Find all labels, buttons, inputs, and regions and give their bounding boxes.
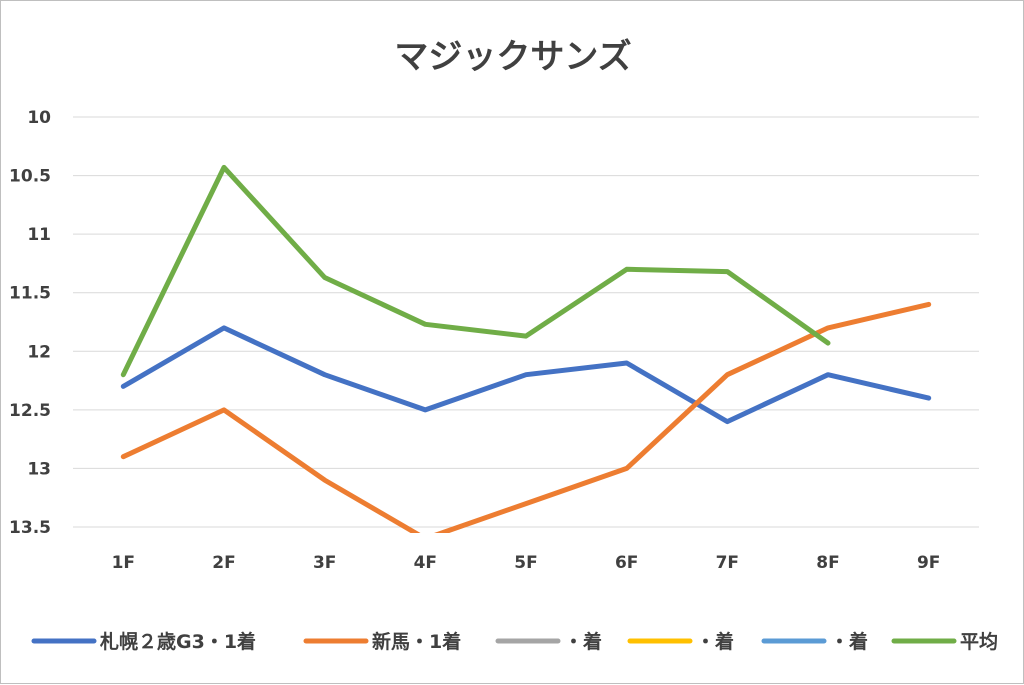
legend-item: ・着 <box>761 630 868 653</box>
y-tick-label: 11 <box>27 225 51 245</box>
x-tick-label: 1F <box>112 553 135 573</box>
y-tick-label: 10 <box>27 108 51 128</box>
series-lines <box>120 164 932 533</box>
legend-label: ・着 <box>830 630 868 653</box>
legend-label: ・着 <box>696 630 734 653</box>
legend-label: 札幌２歳G3・1着 <box>99 630 256 653</box>
legend-label: 新馬・1着 <box>372 630 461 653</box>
x-axis-tick-labels: 1F 2F 3F 4F 5F 6F 7F 8F 9F <box>112 553 941 573</box>
y-tick-label: 13 <box>27 459 51 479</box>
x-tick-label: 6F <box>615 553 638 573</box>
x-tick-label: 9F <box>917 553 940 573</box>
x-tick-label: 8F <box>816 553 839 573</box>
x-tick-label: 7F <box>716 553 739 573</box>
legend-item: ・着 <box>627 630 734 653</box>
x-tick-label: 3F <box>313 553 336 573</box>
legend: 札幌２歳G3・1着 新馬・1着 ・着 ・着 ・着 平均 <box>31 630 998 653</box>
series-line-5 <box>120 164 831 378</box>
legend-label: ・着 <box>564 630 602 653</box>
x-tick-label: 2F <box>212 553 235 573</box>
legend-item: 新馬・1着 <box>303 630 461 653</box>
y-tick-label: 12.5 <box>9 401 51 421</box>
y-tick-label: 12 <box>27 342 51 362</box>
y-tick-label: 13.5 <box>9 518 51 538</box>
chart-title: マジックサンズ <box>394 37 631 77</box>
x-tick-label: 4F <box>414 553 437 573</box>
y-tick-label: 10.5 <box>9 167 51 187</box>
legend-label: 平均 <box>960 630 998 653</box>
y-tick-label: 11.5 <box>9 284 51 304</box>
series-line-1 <box>120 301 932 533</box>
x-tick-label: 5F <box>514 553 537 573</box>
legend-item: 平均 <box>891 630 998 653</box>
series-line-0 <box>120 325 932 425</box>
legend-item: ・着 <box>495 630 602 653</box>
y-axis-tick-labels: 10 10.5 11 11.5 12 12.5 13 13.5 <box>9 108 51 538</box>
legend-item: 札幌２歳G3・1着 <box>31 630 256 653</box>
